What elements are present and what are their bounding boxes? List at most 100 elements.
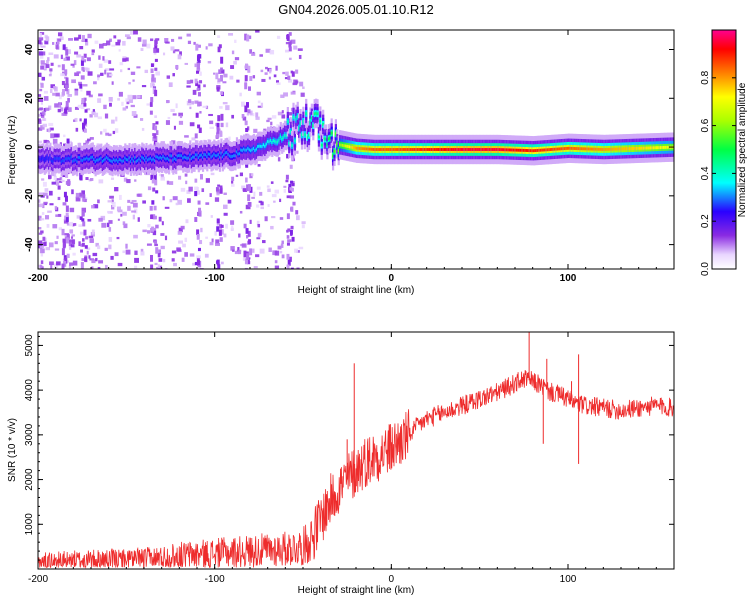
noise-point (106, 40, 111, 46)
noise-point (232, 249, 235, 252)
noise-point (85, 67, 90, 72)
ridge-cell (138, 157, 141, 161)
ridge-cell (224, 151, 227, 155)
noise-point (119, 62, 124, 66)
ridge-cell (446, 148, 449, 151)
noise-point (191, 101, 194, 105)
ridge-cell (153, 159, 157, 163)
ridge-cell (45, 157, 48, 161)
noise-point (178, 240, 184, 244)
ridge-cell (192, 155, 195, 159)
streak-point (81, 210, 85, 217)
noise-point (234, 57, 240, 61)
ridge-cell (421, 148, 424, 151)
ridge-cell (562, 147, 565, 151)
ridge-cell (381, 148, 384, 151)
streak-point (196, 62, 200, 70)
noise-point (253, 266, 258, 269)
noise-point (209, 241, 214, 246)
streak-point (79, 192, 83, 197)
noise-point (246, 113, 250, 116)
ridge-cell (491, 148, 494, 151)
ridge-cell (313, 112, 316, 116)
noise-point (130, 71, 136, 75)
ridge-cell (435, 148, 438, 151)
streak-point (244, 82, 248, 90)
noise-point (300, 92, 305, 97)
ridge-cell (645, 146, 648, 150)
noise-point (253, 128, 258, 133)
noise-point (42, 192, 48, 196)
noise-point (44, 202, 48, 206)
ridge-cell (104, 157, 107, 161)
noise-point (186, 100, 192, 106)
noise-point (163, 258, 166, 263)
noise-point (107, 210, 111, 214)
noise-point (257, 223, 261, 228)
ridge-cell (412, 148, 415, 151)
streak-point (151, 74, 155, 82)
noise-point (63, 134, 66, 138)
ridge-cell (128, 156, 131, 160)
noise-point (108, 236, 113, 242)
noise-point (38, 51, 44, 56)
ridge-cell (101, 159, 104, 163)
ridge-cell (95, 158, 99, 162)
noise-point (190, 79, 194, 84)
ridge-cell (357, 146, 360, 150)
noise-point (57, 64, 61, 68)
streak-point (289, 229, 293, 235)
noise-point (139, 118, 144, 121)
y-tick-label: 5000 (24, 334, 35, 357)
noise-point (111, 204, 115, 210)
noise-point (58, 180, 63, 183)
streak-point (64, 84, 68, 92)
noise-point (210, 172, 215, 176)
noise-point (122, 250, 126, 254)
noise-point (120, 69, 123, 73)
ridge-cell (333, 149, 336, 153)
streak-point (290, 187, 294, 192)
noise-point (77, 104, 82, 109)
ridge-cell (483, 148, 486, 151)
ridge-cell (437, 148, 441, 151)
noise-point (235, 174, 239, 177)
x-tick-label: 0 (389, 574, 395, 585)
ridge-cell (135, 159, 138, 163)
noise-point (273, 200, 276, 203)
noise-point (98, 179, 104, 184)
noise-point (47, 57, 50, 62)
streak-point (219, 185, 223, 189)
noise-point (80, 243, 83, 247)
noise-point (97, 199, 100, 204)
noise-point (155, 71, 160, 76)
noise-point (38, 264, 41, 268)
streak-point (244, 33, 248, 41)
noise-point (153, 51, 157, 55)
noise-point (109, 102, 112, 107)
streak-point (248, 35, 252, 39)
ridge-cell (331, 154, 335, 158)
ridge-cell (589, 147, 592, 151)
streak-point (194, 261, 198, 266)
y-tick-label: -40 (24, 237, 35, 252)
colorbar-tick-label: 0.4 (700, 166, 711, 180)
noise-point (122, 58, 127, 62)
spectrogram-x-ticks: -200 -100 0 100 (28, 30, 675, 284)
ridge-cell (616, 147, 619, 151)
streak-point (244, 75, 248, 82)
noise-point (38, 98, 44, 102)
ridge-cell (278, 138, 281, 142)
ridge-cell (484, 148, 487, 151)
noise-point (100, 131, 103, 135)
noise-point (184, 62, 189, 65)
ridge-cell (415, 148, 418, 151)
ridge-cell (326, 143, 329, 147)
noise-point (141, 85, 147, 88)
noise-point (256, 204, 260, 208)
noise-point (74, 117, 78, 122)
ridge-cell (70, 155, 73, 159)
noise-point (60, 107, 64, 112)
noise-point (53, 86, 57, 90)
noise-point (58, 227, 63, 231)
